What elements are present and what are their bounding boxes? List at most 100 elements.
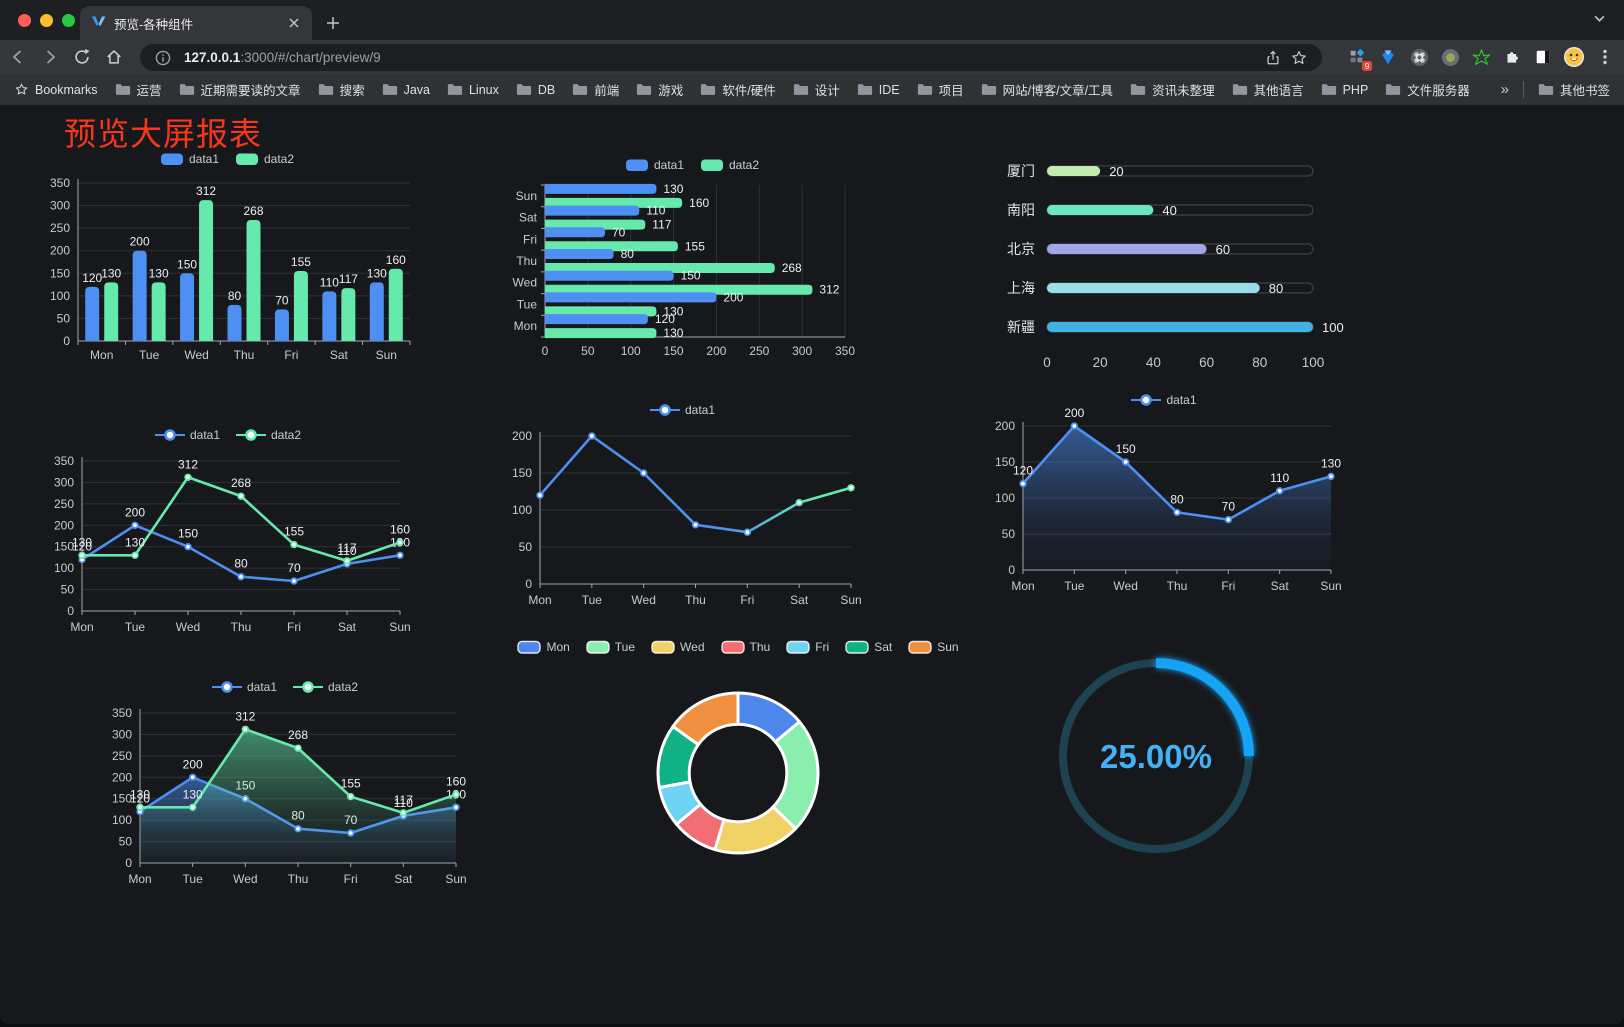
svg-text:120: 120 [72, 540, 92, 554]
bookmark-folder-item[interactable]: 资讯未整理 [1130, 80, 1215, 99]
site-info-icon[interactable] [150, 45, 176, 71]
browser-menu-kebab-icon[interactable] [1594, 46, 1616, 68]
mac-close-button[interactable] [18, 14, 31, 27]
back-icon[interactable] [4, 43, 32, 71]
legend-item-data2[interactable]: data2 [700, 158, 759, 172]
svg-text:50: 50 [57, 311, 71, 325]
gradient-line-chart: data1 0 50 100 150 200 Mon Tue Wed Thu Fri Sat Sun [500, 398, 865, 610]
chart-legend[interactable]: data1 data2 [154, 423, 301, 447]
legend-item-data1[interactable]: data1 [649, 403, 715, 417]
bookmark-folder-item[interactable]: 文件服务器 [1385, 80, 1470, 99]
svg-text:70: 70 [275, 293, 289, 307]
bookmark-folder-item[interactable]: Java [382, 83, 430, 97]
horizontal-bar-chart: data1 data2 0 50 100 150 200 250 300 350 Sun 130 160… [503, 153, 881, 361]
svg-text:新疆: 新疆 [1007, 319, 1035, 335]
svg-text:150: 150 [681, 269, 701, 283]
legend-item-data1[interactable]: data1 [211, 680, 277, 694]
bookmark-folder-item[interactable]: Linux [447, 83, 499, 97]
bookmark-folder-item[interactable]: IDE [857, 83, 900, 97]
legend-item-Wed[interactable]: Wed [651, 640, 705, 654]
bookmark-folder-item[interactable]: 其他语言 [1232, 80, 1304, 99]
svg-text:Sat: Sat [330, 348, 349, 362]
svg-text:100: 100 [995, 491, 1015, 505]
bookmarks-right-group: » 其他书签 [1501, 80, 1610, 99]
mac-zoom-button[interactable] [62, 14, 75, 27]
mac-minimize-button[interactable] [40, 14, 53, 27]
legend-item-data2[interactable]: data2 [293, 680, 358, 694]
bookmark-folder-item[interactable]: 运营 [115, 80, 162, 99]
bookmark-folder-item[interactable]: DB [516, 83, 555, 97]
svg-text:80: 80 [621, 247, 635, 261]
bookmark-folder-item[interactable]: 软件/硬件 [700, 80, 776, 99]
bookmark-folder-item[interactable]: 游戏 [636, 80, 683, 99]
bookmark-folder-item[interactable]: 网站/博客/文章/工具 [981, 80, 1113, 99]
chart-legend[interactable]: data1 data2 [211, 675, 358, 699]
svg-text:20: 20 [1109, 164, 1123, 179]
svg-text:130: 130 [72, 535, 92, 549]
legend-item-data1[interactable]: data1 [625, 158, 684, 172]
chart-legend[interactable]: Mon Tue Wed Thu Fri Sat Sun [517, 635, 959, 659]
svg-text:Tue: Tue [582, 593, 603, 607]
legend-item-data2[interactable]: data2 [235, 152, 294, 166]
svg-text:上海: 上海 [1007, 280, 1035, 296]
profile-avatar[interactable] [1563, 46, 1585, 68]
reload-icon[interactable] [68, 43, 96, 71]
bookmark-folder-item[interactable]: 项目 [917, 80, 964, 99]
svg-text:Fri: Fri [344, 872, 358, 886]
bookmark-folder-item[interactable]: 设计 [793, 80, 840, 99]
home-icon[interactable] [100, 43, 128, 71]
bookmark-folder-item[interactable]: 搜索 [318, 80, 365, 99]
browser-tab[interactable]: 预览-各种组件 [80, 6, 312, 40]
extensions-puzzle-icon[interactable] [1501, 46, 1523, 68]
legend-item-Sun[interactable]: Sun [908, 640, 959, 654]
svg-text:110: 110 [646, 204, 665, 218]
bookmark-folder-item[interactable]: 前端 [572, 80, 619, 99]
chart-legend[interactable]: data1 [649, 398, 715, 422]
svg-text:70: 70 [287, 561, 301, 575]
legend-item-data1[interactable]: data1 [160, 152, 219, 166]
forward-icon[interactable] [36, 43, 64, 71]
svg-text:Thu: Thu [516, 254, 537, 268]
svg-text:80: 80 [228, 289, 242, 303]
chart-legend[interactable]: data1 data2 [625, 153, 759, 177]
svg-text:50: 50 [519, 540, 533, 554]
svg-text:130: 130 [663, 304, 683, 318]
svg-text:117: 117 [337, 541, 356, 555]
bookmarks-overflow-chevron[interactable]: » [1500, 81, 1509, 98]
bookmarks-manager-item[interactable]: Bookmarks [14, 82, 98, 97]
svg-text:0: 0 [1043, 355, 1051, 370]
legend-item-data2[interactable]: data2 [236, 428, 301, 442]
svg-text:155: 155 [341, 777, 361, 791]
bookmark-star-icon[interactable] [1286, 45, 1312, 71]
svg-text:80: 80 [234, 557, 248, 571]
svg-text:130: 130 [663, 326, 683, 340]
bookmark-folder-item[interactable]: PHP [1321, 83, 1368, 97]
tab-search-chevron-icon[interactable] [1593, 12, 1606, 30]
address-bar[interactable]: 127.0.0.1:3000/#/chart/preview/9 [140, 44, 1322, 71]
extension-star-icon[interactable] [1470, 46, 1492, 68]
legend-item-data1[interactable]: data1 [154, 428, 220, 442]
legend-item-Tue[interactable]: Tue [586, 640, 635, 654]
legend-item-Thu[interactable]: Thu [720, 640, 770, 654]
dark-mode-icon[interactable] [1532, 46, 1554, 68]
chart-legend[interactable]: data1 [1131, 388, 1197, 412]
legend-item-Fri[interactable]: Fri [786, 640, 829, 654]
extension-grid-icon[interactable]: 9 [1346, 46, 1372, 71]
extension-gem-icon[interactable] [1377, 46, 1399, 68]
legend-item-data1[interactable]: data1 [1131, 393, 1197, 407]
legend-item-Sat[interactable]: Sat [845, 640, 892, 654]
svg-text:160: 160 [390, 522, 410, 536]
url-text[interactable]: 127.0.0.1:3000/#/chart/preview/9 [184, 50, 1260, 65]
svg-text:Fri: Fri [740, 593, 754, 607]
new-tab-button[interactable] [322, 12, 344, 34]
share-icon[interactable] [1260, 45, 1286, 71]
svg-text:300: 300 [112, 727, 132, 741]
bookmark-folder-item[interactable]: 近期需要读的文章 [179, 80, 301, 99]
extension-dot-icon[interactable] [1439, 46, 1461, 68]
tab-close-icon[interactable] [286, 15, 302, 31]
extension-command-icon[interactable] [1408, 46, 1430, 68]
other-bookmarks-folder[interactable]: 其他书签 [1538, 80, 1610, 99]
svg-text:100: 100 [1302, 355, 1325, 370]
legend-item-Mon[interactable]: Mon [517, 640, 570, 654]
chart-legend[interactable]: data1 data2 [160, 147, 294, 171]
